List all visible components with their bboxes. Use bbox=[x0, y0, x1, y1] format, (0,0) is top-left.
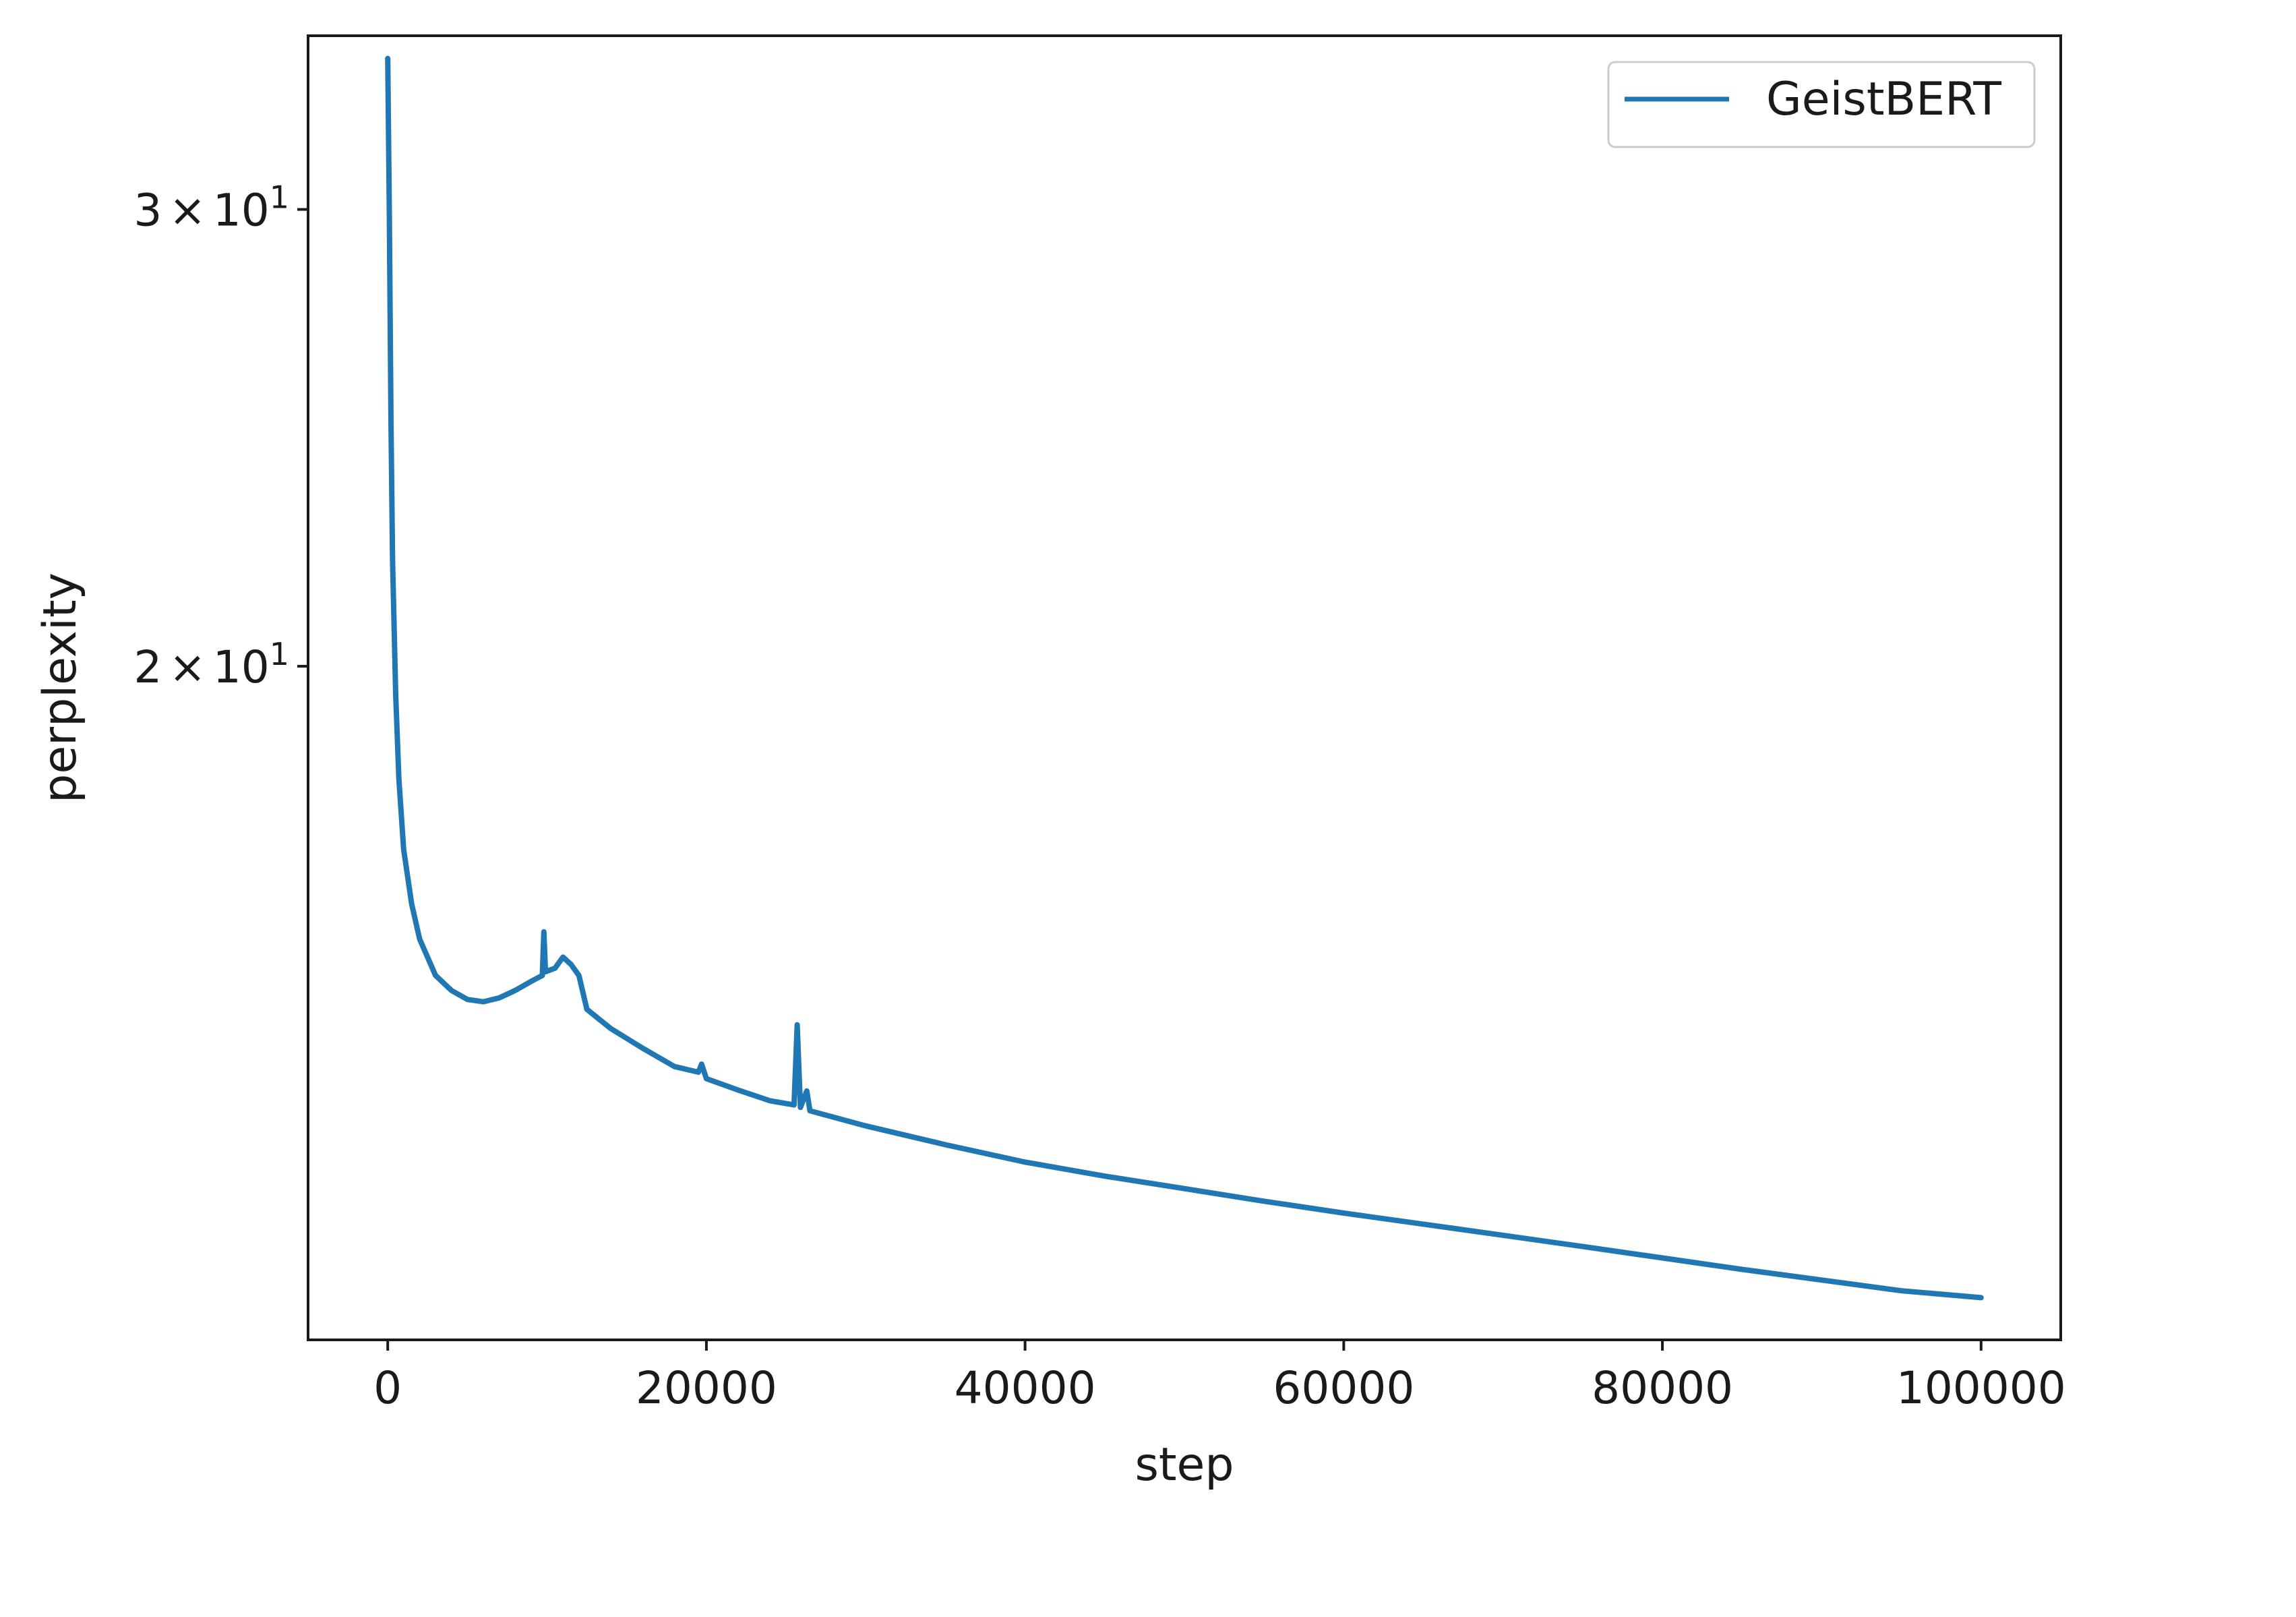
data-point bbox=[640, 1046, 645, 1051]
x-tick-label: 40000 bbox=[955, 1362, 1096, 1414]
y-axis-label: perplexity bbox=[34, 572, 87, 803]
data-point bbox=[1660, 1256, 1665, 1260]
data-point bbox=[864, 1123, 868, 1128]
data-point bbox=[417, 937, 422, 941]
y-tick-label: 2 × 101 bbox=[133, 636, 289, 693]
data-point bbox=[528, 979, 533, 984]
y-tick-mantissa: 3 bbox=[133, 185, 162, 237]
x-tick-label: 60000 bbox=[1273, 1362, 1414, 1414]
y-tick-exponent: 1 bbox=[270, 636, 289, 672]
series-line-geistbert bbox=[385, 55, 1984, 1301]
data-point bbox=[409, 902, 414, 906]
data-point bbox=[433, 973, 438, 978]
plot-series bbox=[385, 55, 1984, 1301]
y-tick-base: 10 bbox=[213, 185, 270, 237]
data-point bbox=[541, 929, 546, 934]
data-point bbox=[1580, 1244, 1585, 1249]
y-tick-label: 3 × 101 bbox=[133, 179, 289, 237]
data-point bbox=[396, 776, 401, 781]
data-point bbox=[465, 997, 470, 1002]
data-point bbox=[1182, 1186, 1186, 1191]
data-point bbox=[394, 693, 398, 697]
data-point bbox=[1262, 1199, 1267, 1204]
data-point bbox=[791, 1102, 796, 1107]
data-point bbox=[696, 1070, 701, 1074]
legend: GeistBERT bbox=[1607, 61, 2036, 148]
data-point bbox=[1421, 1222, 1426, 1227]
y-tick-exponent: 1 bbox=[270, 179, 289, 216]
data-point bbox=[1102, 1174, 1107, 1179]
x-tick-label: 20000 bbox=[636, 1362, 777, 1414]
y-tick-times: × bbox=[169, 185, 206, 237]
data-point bbox=[390, 556, 395, 561]
data-point bbox=[386, 56, 390, 61]
data-point bbox=[388, 413, 393, 417]
data-point bbox=[1978, 1295, 1983, 1300]
data-point bbox=[804, 1088, 809, 1093]
x-tick-label: 100000 bbox=[1896, 1362, 2066, 1414]
data-point bbox=[1740, 1267, 1745, 1272]
y-tick-times: × bbox=[169, 641, 206, 693]
legend-box bbox=[1607, 61, 2036, 148]
data-point bbox=[943, 1142, 948, 1147]
data-point bbox=[569, 962, 573, 967]
data-point bbox=[540, 973, 545, 978]
x-axis-label: step bbox=[1135, 1438, 1234, 1492]
data-point bbox=[497, 995, 502, 1000]
data-point bbox=[704, 1076, 708, 1081]
data-point bbox=[609, 1026, 613, 1031]
data-point bbox=[401, 847, 406, 852]
data-point bbox=[481, 999, 485, 1004]
data-point bbox=[1899, 1289, 1904, 1293]
data-point bbox=[1341, 1211, 1346, 1215]
data-point bbox=[736, 1088, 741, 1092]
plot-area-frame bbox=[307, 34, 2062, 1341]
y-tick-base: 10 bbox=[213, 641, 270, 693]
x-tick-label: 80000 bbox=[1592, 1362, 1733, 1414]
data-point bbox=[576, 973, 581, 978]
data-point bbox=[387, 207, 392, 212]
data-point bbox=[795, 1022, 799, 1027]
data-point bbox=[513, 988, 518, 993]
data-point bbox=[543, 970, 548, 974]
data-point bbox=[449, 988, 454, 993]
data-point bbox=[1819, 1278, 1824, 1283]
x-axis-ticks: 0 20000 40000 60000 80000 100000 bbox=[373, 1340, 2066, 1414]
data-point bbox=[798, 1105, 803, 1110]
data-point bbox=[699, 1062, 704, 1067]
data-point bbox=[808, 1109, 812, 1113]
y-tick-mantissa: 2 bbox=[133, 641, 162, 693]
data-point bbox=[1501, 1233, 1505, 1237]
data-point bbox=[1023, 1160, 1027, 1165]
data-point bbox=[553, 966, 557, 970]
data-point bbox=[768, 1098, 773, 1103]
legend-label-geistbert: GeistBERT bbox=[1766, 73, 2001, 126]
data-point bbox=[584, 1007, 589, 1011]
data-point bbox=[561, 955, 566, 960]
x-tick-label: 0 bbox=[373, 1362, 402, 1414]
data-point bbox=[672, 1064, 677, 1069]
